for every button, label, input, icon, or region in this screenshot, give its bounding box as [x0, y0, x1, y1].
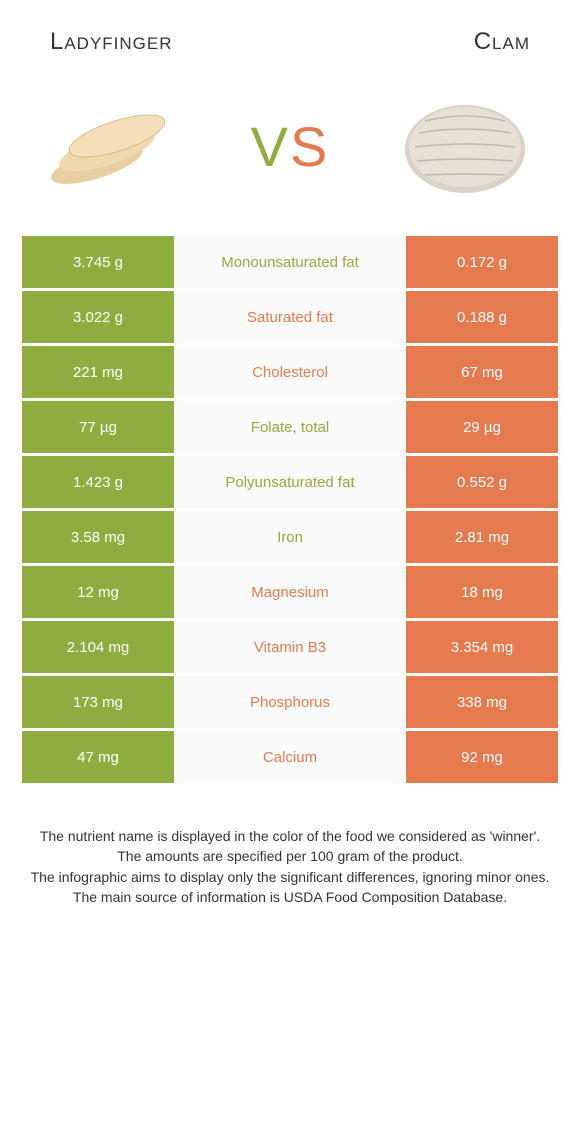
- footer-line-3: The infographic aims to display only the…: [28, 867, 552, 887]
- vs-v: V: [251, 115, 290, 178]
- nutrient-row: 173 mgPhosphorus338 mg: [22, 676, 558, 728]
- left-food-title: Ladyfinger: [50, 28, 173, 56]
- left-value-cell: 77 µg: [22, 401, 174, 453]
- vs-label: VS: [251, 114, 330, 179]
- footer-line-2: The amounts are specified per 100 gram o…: [28, 846, 552, 866]
- right-value-cell: 18 mg: [406, 566, 558, 618]
- left-value-cell: 12 mg: [22, 566, 174, 618]
- nutrient-label-cell: Folate, total: [174, 401, 406, 453]
- right-value-cell: 0.188 g: [406, 291, 558, 343]
- nutrient-label-cell: Iron: [174, 511, 406, 563]
- right-value-cell: 0.552 g: [406, 456, 558, 508]
- nutrient-row: 2.104 mgVitamin B33.354 mg: [22, 621, 558, 673]
- nutrient-label-cell: Vitamin B3: [174, 621, 406, 673]
- nutrient-row: 3.745 gMonounsaturated fat0.172 g: [22, 236, 558, 288]
- nutrient-label-cell: Polyunsaturated fat: [174, 456, 406, 508]
- clam-image: [390, 86, 540, 206]
- left-value-cell: 221 mg: [22, 346, 174, 398]
- nutrient-row: 3.022 gSaturated fat0.188 g: [22, 291, 558, 343]
- right-food-title: Clam: [474, 28, 530, 56]
- nutrient-label-cell: Cholesterol: [174, 346, 406, 398]
- vs-s: S: [290, 115, 329, 178]
- comparison-infographic: Ladyfinger Clam VS 3: [0, 0, 580, 937]
- ladyfinger-image: [40, 86, 190, 206]
- nutrient-row: 1.423 gPolyunsaturated fat0.552 g: [22, 456, 558, 508]
- right-value-cell: 338 mg: [406, 676, 558, 728]
- images-row: VS: [0, 74, 580, 236]
- nutrient-row: 47 mgCalcium92 mg: [22, 731, 558, 783]
- nutrient-label-cell: Magnesium: [174, 566, 406, 618]
- right-value-cell: 29 µg: [406, 401, 558, 453]
- left-value-cell: 2.104 mg: [22, 621, 174, 673]
- nutrient-label-cell: Phosphorus: [174, 676, 406, 728]
- left-value-cell: 3.58 mg: [22, 511, 174, 563]
- right-value-cell: 2.81 mg: [406, 511, 558, 563]
- right-value-cell: 0.172 g: [406, 236, 558, 288]
- nutrient-label-cell: Monounsaturated fat: [174, 236, 406, 288]
- nutrient-table: 3.745 gMonounsaturated fat0.172 g3.022 g…: [0, 236, 580, 783]
- left-value-cell: 47 mg: [22, 731, 174, 783]
- clam-icon: [395, 91, 535, 201]
- right-value-cell: 3.354 mg: [406, 621, 558, 673]
- nutrient-label-cell: Calcium: [174, 731, 406, 783]
- left-value-cell: 173 mg: [22, 676, 174, 728]
- nutrient-row: 221 mgCholesterol67 mg: [22, 346, 558, 398]
- left-value-cell: 1.423 g: [22, 456, 174, 508]
- right-value-cell: 67 mg: [406, 346, 558, 398]
- left-value-cell: 3.745 g: [22, 236, 174, 288]
- nutrient-row: 77 µgFolate, total29 µg: [22, 401, 558, 453]
- ladyfinger-icon: [45, 96, 185, 196]
- right-value-cell: 92 mg: [406, 731, 558, 783]
- header-row: Ladyfinger Clam: [0, 0, 580, 74]
- nutrient-row: 12 mgMagnesium18 mg: [22, 566, 558, 618]
- nutrient-label-cell: Saturated fat: [174, 291, 406, 343]
- nutrient-row: 3.58 mgIron2.81 mg: [22, 511, 558, 563]
- footer-line-4: The main source of information is USDA F…: [28, 887, 552, 907]
- footer-line-1: The nutrient name is displayed in the co…: [28, 826, 552, 846]
- left-value-cell: 3.022 g: [22, 291, 174, 343]
- footer-notes: The nutrient name is displayed in the co…: [0, 786, 580, 937]
